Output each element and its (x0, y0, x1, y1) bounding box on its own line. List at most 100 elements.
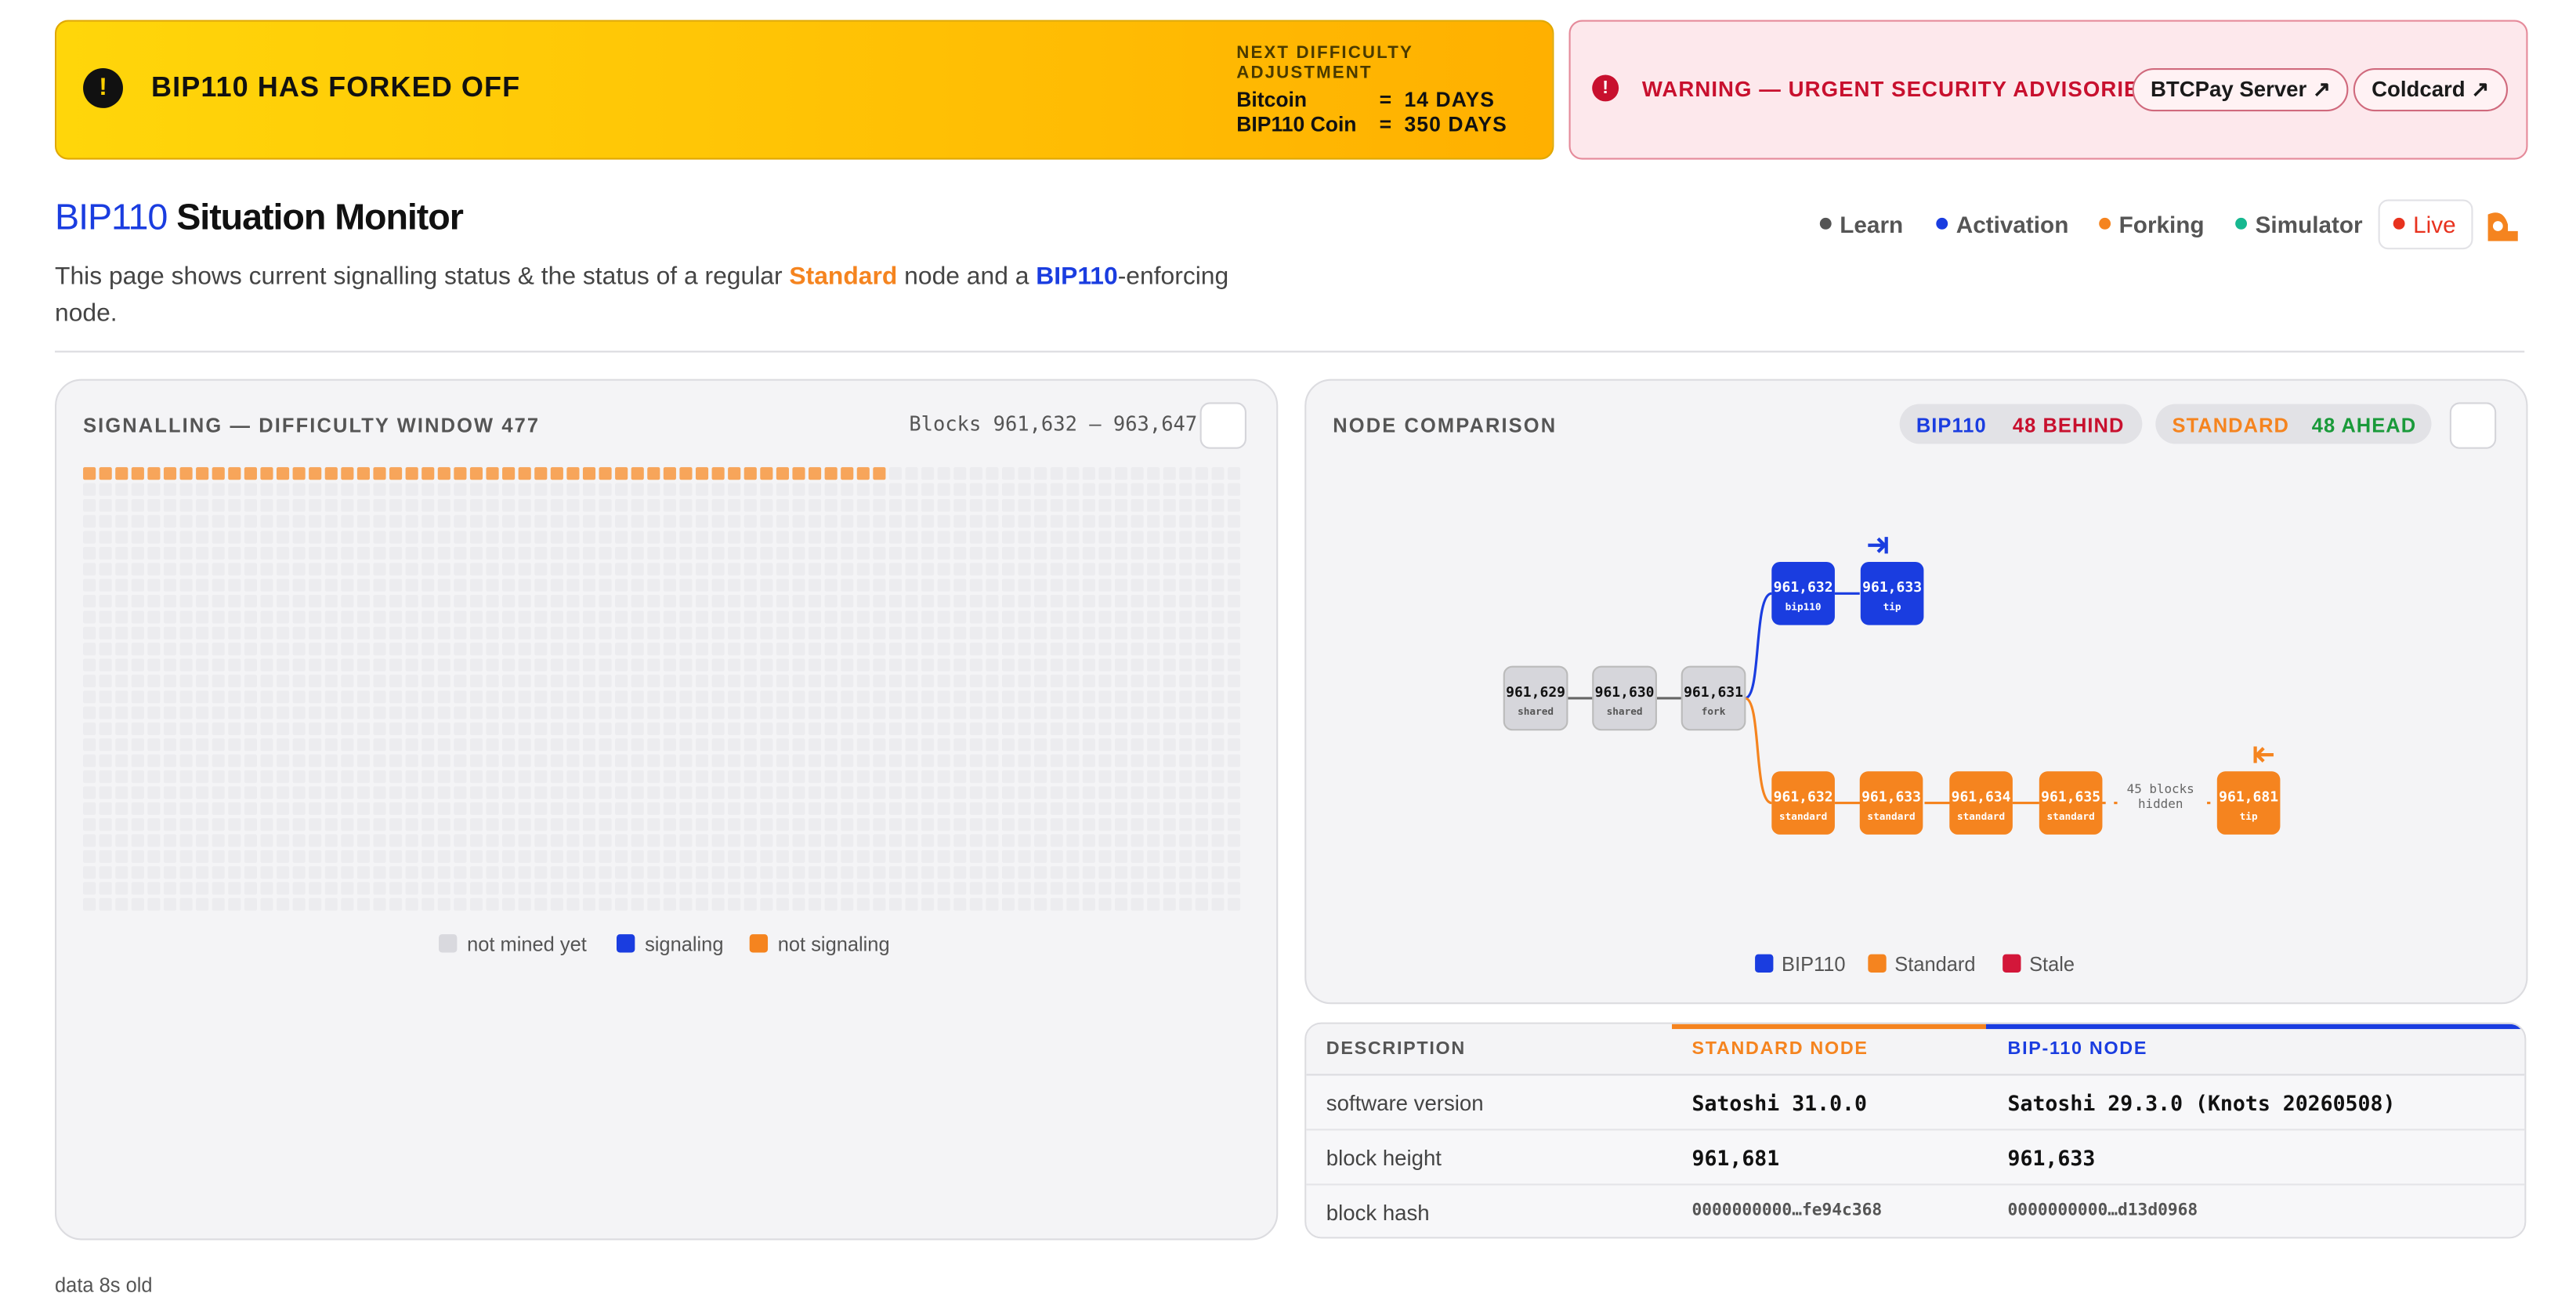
advisory-link[interactable]: BTCPay Server ↗ (2132, 67, 2350, 112)
live-button[interactable] (2378, 199, 2473, 250)
block-unmined (711, 866, 725, 879)
block-unmined (518, 498, 531, 512)
block-unmined (631, 546, 644, 560)
block-unmined (1114, 467, 1128, 480)
nav-link[interactable]: Simulator (2255, 211, 2363, 238)
block-unmined (276, 754, 290, 767)
block-unmined (550, 786, 563, 799)
block-unmined (566, 818, 580, 831)
block-unmined (437, 738, 450, 752)
block-unmined (373, 834, 386, 847)
block-unmined (792, 706, 805, 719)
block-unmined (679, 897, 693, 911)
block-unmined (486, 674, 499, 687)
block-unmined (1050, 674, 1063, 687)
block-unmined (969, 467, 982, 480)
block-unmined (486, 578, 499, 592)
block-unmined (647, 690, 660, 704)
block-unmined (83, 770, 96, 784)
block-unmined (179, 866, 193, 879)
block-unmined (212, 643, 225, 656)
nav-link[interactable]: Forking (2118, 211, 2205, 238)
block-unmined (841, 897, 854, 911)
block-unmined (244, 882, 257, 895)
block-unmined (1098, 643, 1112, 656)
block-unmined (518, 770, 531, 784)
block-unmined (292, 802, 306, 815)
block-unmined (469, 515, 483, 528)
block-unmined (389, 850, 403, 863)
block-unmined (792, 882, 805, 895)
tip-arrow (1868, 537, 1888, 554)
expand-button[interactable] (1199, 402, 1246, 449)
block-node (2216, 771, 2281, 835)
block-unmined (1211, 738, 1225, 752)
block-unmined (260, 834, 273, 847)
expand-button[interactable] (2449, 402, 2497, 449)
block-unmined (502, 722, 516, 736)
block-unmined (695, 610, 709, 624)
block-unmined (115, 770, 128, 784)
block-unmined (647, 754, 660, 767)
block-unmined (1001, 595, 1015, 608)
block-unmined (486, 866, 499, 879)
block-unmined (1018, 802, 1031, 815)
block-unmined (131, 515, 144, 528)
block-unmined (663, 483, 676, 496)
block-unmined (776, 563, 789, 576)
block-unmined (953, 690, 967, 704)
block-unmined (695, 882, 709, 895)
table-cell: software version (1326, 1090, 1484, 1116)
block-unmined (534, 770, 548, 784)
block-unmined (309, 866, 322, 879)
block-unmined (454, 626, 467, 639)
block-unmined (389, 546, 403, 560)
block-unmined (469, 706, 483, 719)
block-unmined (292, 754, 306, 767)
block-unmined (824, 802, 838, 815)
block-unmined (631, 738, 644, 752)
block-unmined (469, 578, 483, 592)
block-unmined (809, 802, 822, 815)
block-unmined (1195, 818, 1208, 831)
block-unmined (905, 770, 918, 784)
live-label[interactable]: Live (2413, 211, 2456, 238)
block-unmined (856, 690, 870, 704)
block-unmined (809, 515, 822, 528)
block-unmined (888, 467, 903, 480)
nav-link[interactable]: Learn (1840, 211, 1904, 238)
block-unmined (389, 515, 403, 528)
block-unmined (1163, 546, 1176, 560)
block-unmined (679, 706, 693, 719)
header-accent (1672, 1023, 1986, 1030)
block-unmined (1114, 483, 1128, 496)
block-unmined (421, 674, 435, 687)
block-unmined (1001, 706, 1015, 719)
block-unmined (809, 754, 822, 767)
block-unmined (437, 834, 450, 847)
block-unmined (147, 770, 161, 784)
nav-link[interactable]: Activation (1956, 211, 2069, 238)
block-not-signaling (196, 467, 209, 480)
block-unmined (856, 658, 870, 672)
block-unmined (809, 658, 822, 672)
block-unmined (824, 531, 838, 544)
advisory-link[interactable]: Coldcard ↗ (2353, 67, 2508, 112)
block-unmined (1195, 515, 1208, 528)
block-unmined (1131, 850, 1144, 863)
block-unmined (1082, 515, 1095, 528)
block-not-signaling (389, 467, 403, 480)
block-unmined (147, 866, 161, 879)
block-unmined (1034, 467, 1047, 480)
block-unmined (582, 674, 596, 687)
block-unmined (1147, 770, 1160, 784)
block-unmined (99, 531, 112, 544)
block-unmined (953, 515, 967, 528)
block-unmined (196, 786, 209, 799)
block-unmined (1147, 722, 1160, 736)
block-unmined (679, 483, 693, 496)
block-unmined (1066, 578, 1080, 592)
block-unmined (615, 897, 628, 911)
block-unmined (324, 850, 338, 863)
block-unmined (873, 802, 886, 815)
